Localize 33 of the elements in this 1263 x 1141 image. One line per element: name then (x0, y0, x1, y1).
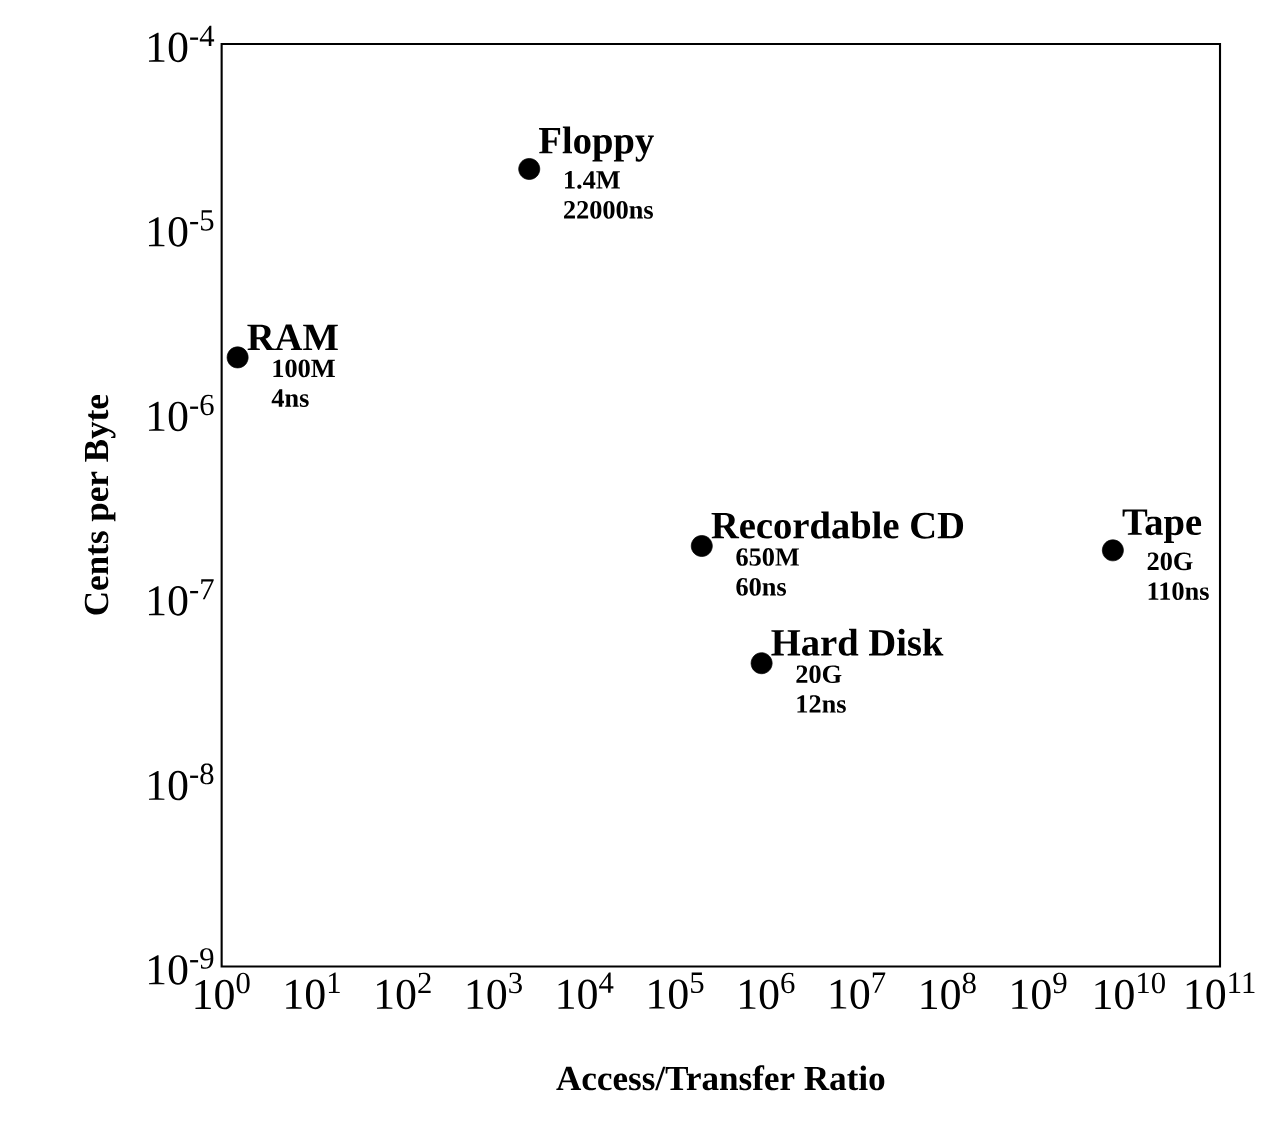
annotation: 60ns (736, 577, 787, 596)
annotation: 650M (736, 548, 800, 566)
x-tick-label: 10$^{3}$ (467, 972, 522, 1010)
y-tick-label: 10$^{-7}$ (148, 579, 214, 616)
annotation: 1.4M (565, 171, 620, 189)
y-tick-label: 10$^{-4}$ (148, 25, 215, 63)
y-axis-title: Cents per Byte (84, 394, 116, 615)
x-tick-label: 10$^{8}$ (921, 972, 976, 1010)
annotation: Floppy (539, 126, 654, 162)
annotation: Recordable CD (711, 511, 964, 539)
annotation: 100M (273, 359, 335, 378)
x-tick-label: 10$^{10}$ (1095, 972, 1165, 1010)
x-tick-label: 10$^{6}$ (740, 972, 795, 1010)
x-tick-label: 10$^{5}$ (649, 972, 704, 1009)
annotation: Tape (1122, 509, 1202, 543)
annotation: 4ns (271, 389, 309, 407)
x-tick-label: 10$^{4}$ (558, 972, 614, 1010)
annotation: Hard Disk (771, 628, 944, 656)
x-axis-title: Access/Transfer Ratio (556, 1065, 885, 1091)
x-tick-label: 10$^{1}$ (286, 972, 340, 1010)
x-tick-label: 10$^{7}$ (830, 972, 886, 1009)
x-tick-label: 10$^{2}$ (376, 972, 431, 1010)
x-tick-label: 10$^{9}$ (1012, 972, 1067, 1010)
y-tick-label: 10$^{-8}$ (148, 763, 214, 801)
x-tick-label: 10$^{11}$ (1186, 972, 1255, 1010)
annotation: RAM (247, 324, 338, 350)
annotation: 20G (796, 665, 842, 684)
y-tick-label: 10$^{-6}$ (148, 394, 214, 432)
annotation: 110ns (1148, 582, 1209, 600)
annotation: 12ns (797, 695, 846, 713)
annotation: 22000ns (564, 200, 653, 219)
annotation: 20G (1147, 552, 1193, 571)
y-tick-label: 10$^{-5}$ (148, 210, 214, 247)
